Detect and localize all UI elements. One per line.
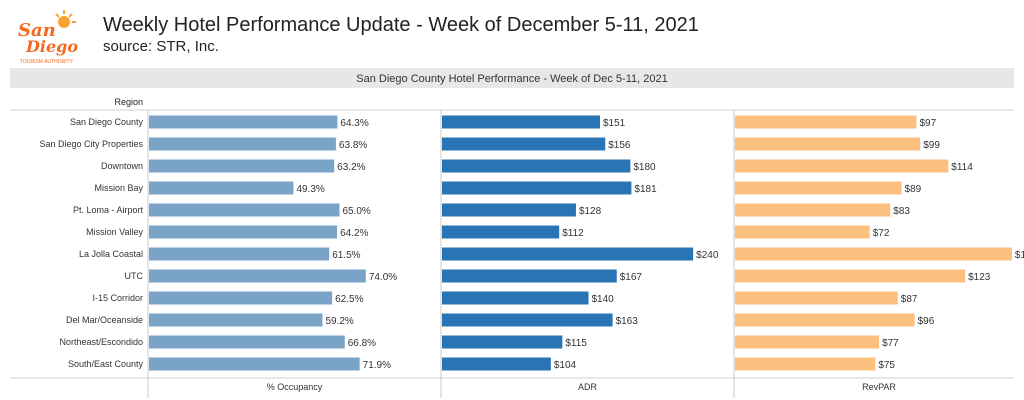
data-label: 66.8% [348,338,376,349]
category-label: I-15 Corridor [92,293,143,303]
bar [149,335,345,349]
data-label: 71.9% [363,360,391,371]
bar [149,313,323,327]
data-label: $89 [905,184,922,195]
data-label: $115 [565,338,587,349]
bar [735,335,880,349]
chart-title-band [10,68,1014,88]
data-label: 61.5% [332,250,360,261]
data-label: $123 [968,272,991,283]
bar [149,225,338,239]
category-label: La Jolla Coastal [79,249,143,259]
chart-title: San Diego County Hotel Performance - Wee… [356,73,667,85]
bar [735,291,898,305]
data-label: $104 [554,360,577,371]
bar [442,225,560,239]
bar [735,313,915,327]
category-label: Mission Bay [94,183,143,193]
bar [735,225,870,239]
bar [442,203,576,217]
data-label: $97 [919,118,936,129]
data-label: $167 [620,272,643,283]
bar [442,115,601,129]
data-label: $83 [893,206,910,217]
series-label: % Occupancy [267,382,323,392]
logo-wordmark-diego: Diego [25,37,78,56]
bar [442,137,606,151]
bar [735,115,917,129]
data-label: 64.2% [340,228,368,239]
data-label: $72 [873,228,890,239]
data-label: $114 [951,162,973,173]
data-label: $140 [592,294,615,305]
logo-tagline: TOURISM AUTHORITY [20,59,74,65]
data-label: 65.0% [342,206,370,217]
data-label: 63.2% [337,162,365,173]
data-label: $240 [696,250,719,261]
bar [735,269,966,283]
bar [149,137,336,151]
category-label: UTC [125,271,144,281]
sun-icon [55,10,76,28]
category-label: Del Mar/Oceanside [66,315,143,325]
bar [442,313,613,327]
data-label: $112 [562,228,584,239]
series-label: ADR [578,382,598,392]
data-label: $99 [923,140,940,151]
data-label: 74.0% [369,272,397,283]
san-diego-tourism-logo: San Diego TOURISM AUTHORITY [18,10,78,65]
category-label: Mission Valley [86,227,143,237]
bar [149,269,366,283]
data-label: $96 [918,316,935,327]
data-label: $163 [616,316,639,327]
category-label: Northeast/Escondido [59,337,143,347]
data-label: 63.8% [339,140,367,151]
bar [149,357,360,371]
source-note: source: STR, Inc. [103,38,219,55]
data-label: $148 [1015,250,1024,261]
bar [442,269,617,283]
row-header: Region [114,97,143,107]
data-label: $156 [608,140,631,151]
data-label: $75 [878,360,895,371]
data-label: $77 [882,338,899,349]
bar [442,181,632,195]
bar [442,357,551,371]
series-label: RevPAR [862,382,896,392]
bar [149,291,333,305]
data-label: $151 [603,118,626,129]
category-label: South/East County [68,359,144,369]
page-title: Weekly Hotel Performance Update - Week o… [103,14,699,36]
bar [149,247,330,261]
bar [149,203,340,217]
logo-wordmark-san: San [18,20,56,41]
bar [735,247,1012,261]
bar [442,335,563,349]
category-label: Pt. Loma - Airport [73,205,144,215]
bar [735,357,876,371]
bar [735,137,921,151]
category-label: San Diego City Properties [39,139,143,149]
bar [735,181,902,195]
bar [442,159,631,173]
category-label: Downtown [101,161,143,171]
data-label: 62.5% [335,294,363,305]
bar [149,159,335,173]
data-label: $87 [901,294,918,305]
bar [149,115,338,129]
data-label: $128 [579,206,602,217]
bar [442,291,589,305]
bar [442,247,694,261]
data-label: 49.3% [296,184,324,195]
data-label: $180 [633,162,656,173]
data-label: 59.2% [325,316,353,327]
bar [149,181,294,195]
category-label: San Diego County [70,117,144,127]
data-label: $181 [634,184,657,195]
bar [735,159,949,173]
bar [735,203,891,217]
data-label: 64.3% [340,118,368,129]
